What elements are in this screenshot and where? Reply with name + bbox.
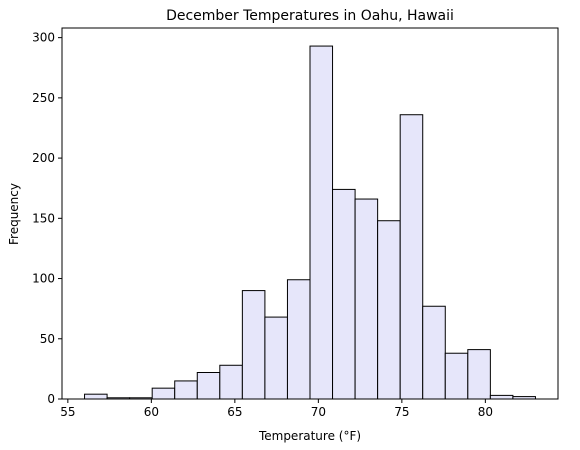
x-tick-label: 70 <box>311 405 326 419</box>
histogram-bar <box>151 387 176 400</box>
x-tick-label: 55 <box>60 405 75 419</box>
histogram-bar <box>354 198 379 400</box>
histogram-bar <box>196 372 221 400</box>
histogram-bar <box>309 45 334 400</box>
histogram-bar <box>399 114 424 400</box>
x-tick-label: 75 <box>394 405 409 419</box>
plot-frame <box>61 27 559 400</box>
y-tick-label: 0 <box>47 392 55 406</box>
x-axis-title: Temperature (°F) <box>258 429 361 443</box>
histogram-bar <box>219 364 243 400</box>
bars-group <box>84 45 536 400</box>
y-tick-label: 300 <box>32 31 55 45</box>
histogram-bar <box>241 290 266 400</box>
x-tick-label: 65 <box>227 405 242 419</box>
histogram-bar <box>377 220 401 400</box>
histogram-bar <box>489 394 514 400</box>
histogram-bar <box>332 188 356 400</box>
y-axis-title: Frequency <box>7 183 21 245</box>
histogram-bar <box>264 316 288 400</box>
chart-title: December Temperatures in Oahu, Hawaii <box>166 8 454 24</box>
y-tick-label: 150 <box>32 211 55 225</box>
histogram-bar <box>286 279 311 400</box>
y-tick-label: 200 <box>32 151 55 165</box>
y-tick-label: 50 <box>40 332 55 346</box>
x-axis: 55 60 65 70 75 80 <box>60 399 493 419</box>
histogram-bar <box>422 305 446 400</box>
x-tick-label: 60 <box>144 405 159 419</box>
histogram-bar <box>444 352 469 400</box>
histogram-bar <box>467 349 491 400</box>
y-axis: 0 50 100 150 200 250 300 <box>32 31 62 406</box>
histogram-bar <box>174 380 198 400</box>
y-tick-label: 250 <box>32 91 55 105</box>
x-tick-label: 80 <box>478 405 493 419</box>
histogram-bar <box>84 393 108 400</box>
y-tick-label: 100 <box>32 272 55 286</box>
